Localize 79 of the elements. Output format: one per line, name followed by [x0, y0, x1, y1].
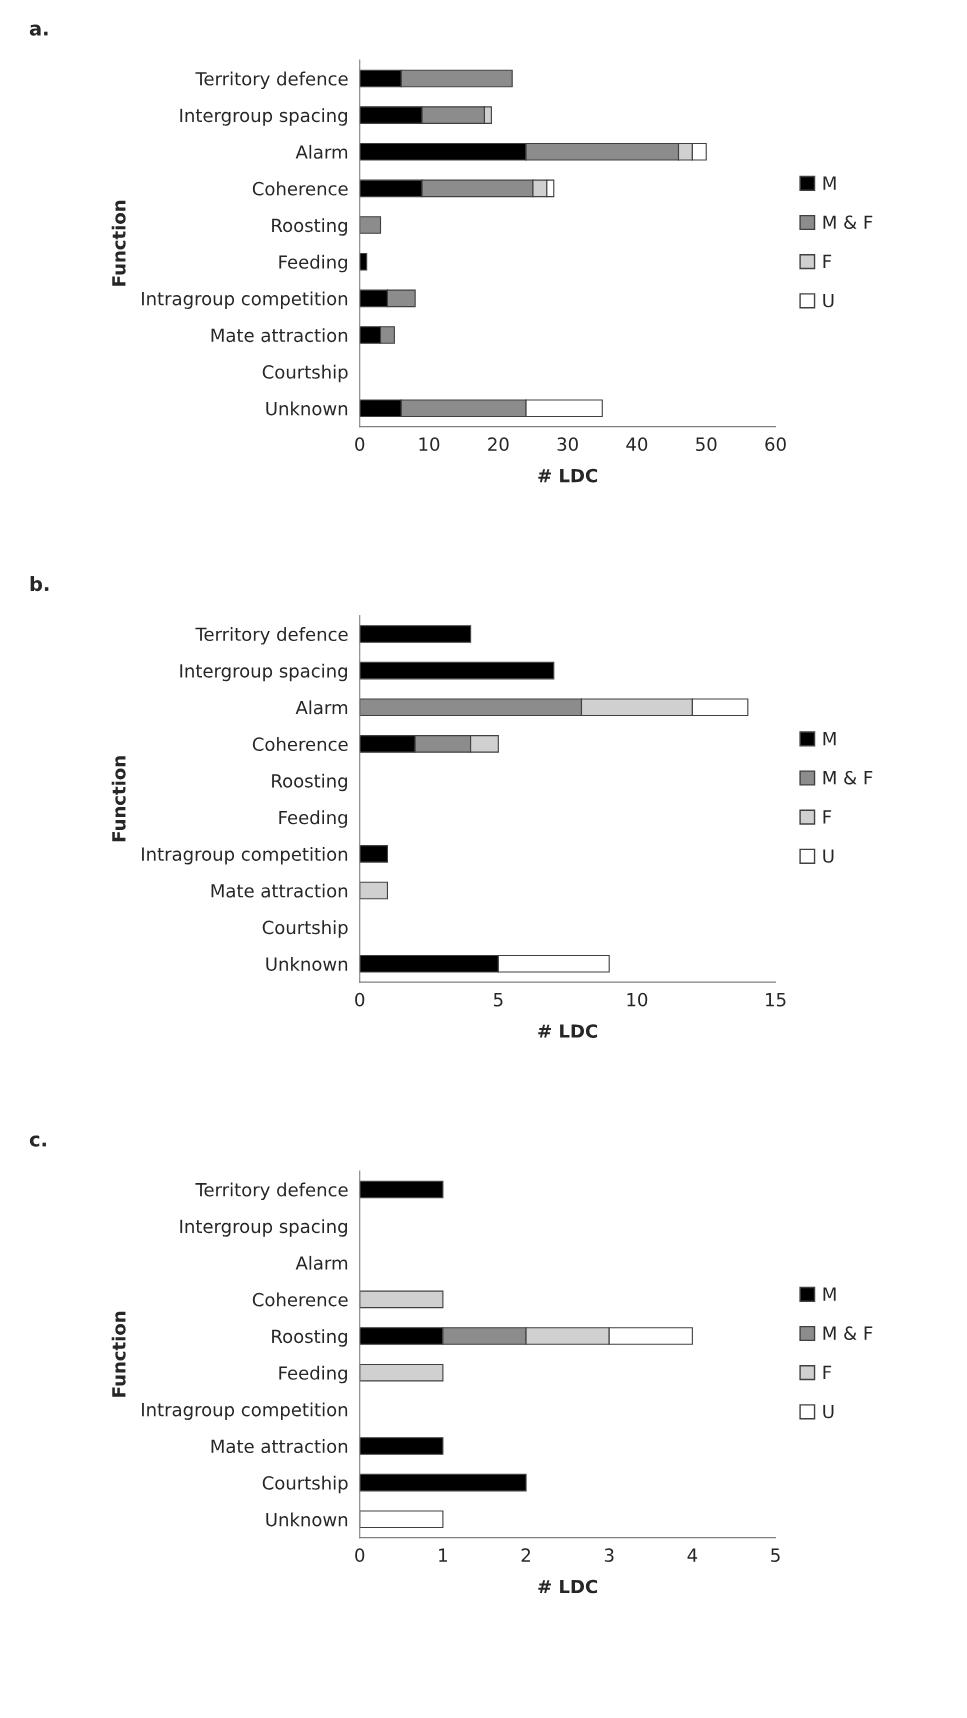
x-tick-label: 5 — [771, 1548, 780, 1562]
y-tick-label: Intergroup spacing — [180, 663, 347, 682]
y-tick-label: Intragroup competition — [142, 846, 348, 865]
x-tick-label: 4 — [687, 1548, 698, 1562]
legend-label: F — [823, 810, 832, 824]
x-tick-label: 1 — [439, 1548, 447, 1562]
y-tick-label: Feeding — [279, 810, 347, 828]
y-tick-label: Intergroup spacing — [180, 1219, 347, 1237]
x-tick-label: 5 — [493, 993, 503, 1007]
bar — [359, 1290, 444, 1309]
y-tick-label: Roosting — [272, 773, 347, 792]
y-tick-label: Feeding — [279, 254, 347, 273]
y-tick-label: Coherence — [252, 1292, 348, 1307]
legend-label: M — [823, 1287, 836, 1301]
bar — [359, 661, 555, 680]
bar — [359, 1510, 444, 1529]
y-tick-label: Mate attraction — [211, 1439, 348, 1454]
y-tick-label: Courtship — [262, 920, 348, 938]
x-tick-label: 3 — [604, 1548, 614, 1562]
y-tick-label: Alarm — [295, 1255, 348, 1270]
legend-label: M & F — [823, 1326, 873, 1341]
y-tick-label: Territory defence — [195, 1182, 348, 1201]
y-tick-label: Coherence — [252, 737, 348, 752]
x-tick-label: 10 — [627, 992, 648, 1007]
x-tick-label: 40 — [626, 437, 648, 452]
legend-label: F — [823, 1365, 832, 1379]
y-tick-label: Unknown — [266, 956, 348, 971]
x-axis-title: # LDC — [538, 468, 598, 483]
y-tick-label: Roosting — [272, 1329, 347, 1347]
y-tick-label: Mate attraction — [211, 328, 348, 343]
y-axis-title: Function — [111, 756, 126, 842]
y-tick-label: Unknown — [266, 401, 348, 416]
x-axis-title: # LDC — [538, 1579, 598, 1594]
y-tick-label: Courtship — [262, 1475, 348, 1494]
text: c. — [29, 1135, 46, 1147]
y-tick-label: Mate attraction — [211, 883, 348, 898]
legend-label: F — [823, 254, 832, 268]
legend-label: M — [823, 176, 836, 190]
text: a. — [29, 24, 48, 36]
x-axis-title: # LDC — [538, 1024, 598, 1038]
y-tick-label: Intragroup competition — [142, 291, 348, 309]
y-tick-label: Feeding — [279, 1365, 347, 1384]
legend-label: U — [823, 293, 834, 308]
legend-label: U — [823, 1404, 834, 1419]
x-tick-label: 10 — [419, 437, 440, 452]
y-axis-title: Function — [111, 200, 126, 286]
bar — [359, 1180, 444, 1199]
x-tick-label: 2 — [521, 1548, 530, 1562]
x-tick-label: 60 — [765, 437, 786, 452]
y-tick-label: Coherence — [252, 181, 348, 196]
y-tick-label: Territory defence — [195, 627, 348, 645]
text: b. — [30, 576, 49, 592]
y-axis-title: Function — [111, 1311, 126, 1397]
bar — [359, 625, 472, 643]
bar — [359, 881, 388, 900]
y-tick-label: Intragroup competition — [142, 1402, 348, 1420]
x-tick-label: 30 — [557, 437, 578, 452]
legend-label: M — [823, 731, 836, 746]
legend-label: M & F — [823, 770, 873, 785]
bar — [359, 252, 368, 271]
y-tick-label: Courtship — [262, 364, 348, 383]
bar — [359, 1437, 444, 1455]
x-tick-label: 0 — [355, 992, 365, 1007]
y-tick-label: Roosting — [272, 218, 347, 236]
x-tick-label: 15 — [766, 993, 786, 1007]
y-tick-label: Intergroup spacing — [180, 108, 347, 126]
x-tick-label: 20 — [488, 437, 509, 452]
y-tick-label: Alarm — [295, 144, 348, 159]
x-tick-label: 0 — [355, 437, 365, 452]
legend-label: M & F — [823, 215, 873, 230]
bar — [359, 845, 388, 863]
y-tick-label: Unknown — [266, 1512, 348, 1527]
bar — [359, 1473, 527, 1492]
bar — [359, 1363, 444, 1382]
x-tick-label: 50 — [696, 437, 717, 452]
x-tick-label: 0 — [355, 1548, 365, 1562]
legend-label: U — [823, 849, 834, 863]
y-tick-label: Alarm — [295, 700, 348, 715]
y-tick-label: Territory defence — [195, 71, 348, 90]
